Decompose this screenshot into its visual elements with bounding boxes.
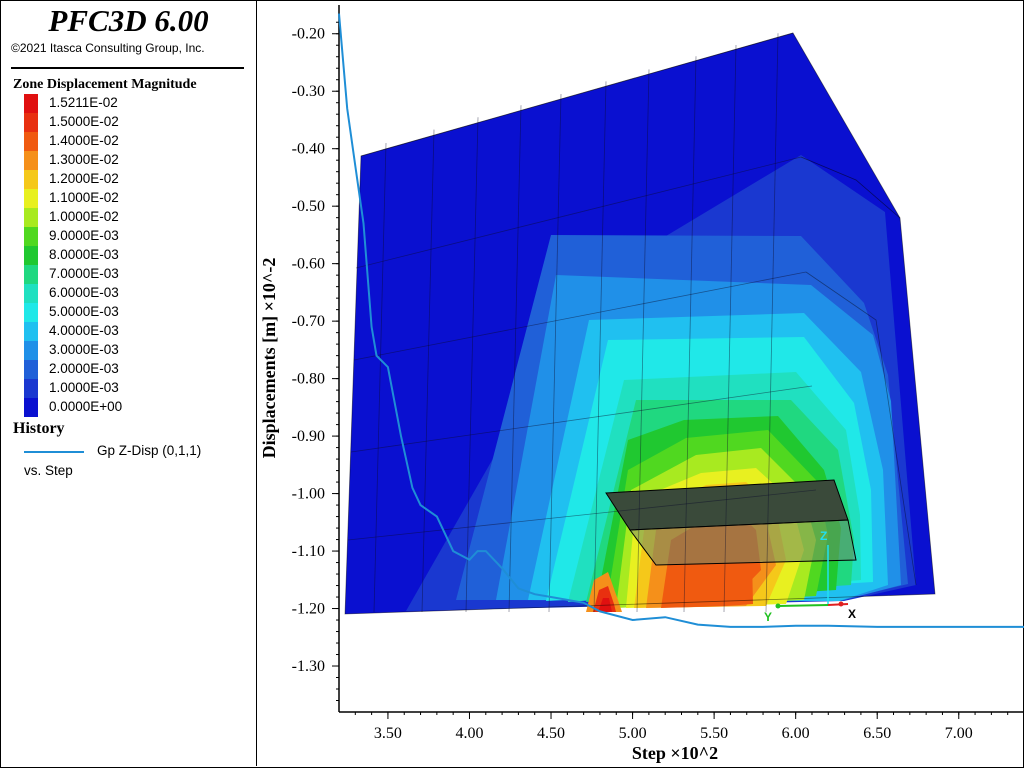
history-series [338, 13, 1024, 628]
history-line-swatch [24, 451, 84, 453]
legend-label: 1.3000E-02 [49, 152, 119, 167]
legend-heading: Zone Displacement Magnitude [13, 77, 197, 92]
x-tick-label: 6.00 [782, 725, 810, 742]
legend-swatch [24, 341, 38, 360]
legend-swatch [24, 170, 38, 189]
legend-swatch [24, 246, 38, 265]
legend-swatch [24, 189, 38, 208]
axes-gizmo-icon: Z Y X [764, 529, 856, 624]
legend-label: 7.0000E-03 [49, 266, 119, 281]
y-tick-label: -0.60 [292, 256, 325, 273]
x-tick-label: 7.00 [945, 725, 973, 742]
legend-label: 5.0000E-03 [49, 304, 119, 319]
legend-label: 1.5000E-02 [49, 114, 119, 129]
y-tick-label: -0.80 [292, 371, 325, 388]
history-series-line [338, 13, 1024, 628]
zone-contour-model [344, 32, 936, 615]
history-vs-label: vs. Step [24, 463, 73, 478]
excavation-shell [605, 479, 857, 566]
legend-swatch [24, 360, 38, 379]
legend-swatch [24, 379, 38, 398]
y-tick-label: -0.20 [292, 26, 325, 43]
legend-swatch [24, 113, 38, 132]
title-divider [11, 67, 244, 69]
y-tick-label: -0.70 [292, 313, 325, 330]
svg-text:X: X [848, 607, 856, 621]
legend-label: 1.0000E-03 [49, 380, 119, 395]
x-tick-label: 5.50 [700, 725, 728, 742]
legend-swatch [24, 398, 38, 417]
y-axis-title: Displacements [m] ×10^-2 [259, 258, 279, 459]
y-tick-label: -1.10 [292, 543, 325, 560]
legend-swatch [24, 303, 38, 322]
y-tick-label: -0.50 [292, 198, 325, 215]
legend-label: 3.0000E-03 [49, 342, 119, 357]
legend-swatch [24, 265, 38, 284]
svg-text:Z: Z [820, 529, 827, 543]
plot-canvas[interactable]: 3.50 4.00 4.50 5.00 5.50 6.00 6.50 7.00 -0.20 -0.… [256, 0, 1024, 768]
x-tick-label: 3.50 [374, 725, 402, 742]
legend-swatch [24, 284, 38, 303]
y-tick-label: -0.30 [292, 83, 325, 100]
legend-swatch [24, 227, 38, 246]
y-tick-label: -0.90 [292, 428, 325, 445]
app-title: PFC3D 6.00 [48, 3, 209, 38]
legend-label: 1.5211E-02 [49, 95, 118, 110]
legend-swatch [24, 151, 38, 170]
shell-face [629, 519, 857, 566]
axis-ticks: 3.50 4.00 4.50 5.00 5.50 6.00 6.50 7.00 -0.20 -0.… [292, 21, 1024, 742]
copyright-text: ©2021 Itasca Consulting Group, Inc. [11, 41, 205, 55]
svg-text:Y: Y [764, 610, 772, 624]
x-axis-title: Step ×10^2 [632, 743, 718, 763]
legend-label: 8.0000E-03 [49, 247, 119, 262]
legend-label: 1.4000E-02 [49, 133, 119, 148]
legend-label: 2.0000E-03 [49, 361, 119, 376]
legend-label: 0.0000E+00 [49, 399, 123, 414]
legend-label: 4.0000E-03 [49, 323, 119, 338]
legend-swatch [24, 132, 38, 151]
legend-swatch [24, 94, 38, 113]
legend-label: 1.2000E-02 [49, 171, 119, 186]
history-heading: History [13, 420, 65, 437]
history-series-label: Gp Z-Disp (0,1,1) [97, 443, 202, 458]
legend-swatch [24, 322, 38, 341]
legend-label: 1.0000E-02 [49, 209, 119, 224]
y-tick-label: -1.00 [292, 486, 325, 503]
x-tick-label: 5.00 [619, 725, 647, 742]
legend-swatch [24, 208, 38, 227]
y-tick-label: -1.20 [292, 601, 325, 618]
y-tick-label: -1.30 [292, 658, 325, 675]
x-tick-label: 6.50 [863, 725, 891, 742]
legend-label: 6.0000E-03 [49, 285, 119, 300]
legend-label: 9.0000E-03 [49, 228, 119, 243]
legend-label: 1.1000E-02 [49, 190, 119, 205]
zone-mesh [344, 32, 936, 615]
plot-view[interactable]: 3.50 4.00 4.50 5.00 5.50 6.00 6.50 7.00 -0.20 -0.… [256, 0, 1024, 768]
x-tick-label: 4.50 [537, 725, 565, 742]
x-tick-label: 4.00 [455, 725, 483, 742]
legend-panel: PFC3D 6.00 ©2021 Itasca Consulting Group… [1, 1, 257, 766]
y-tick-label: -0.40 [292, 141, 325, 158]
